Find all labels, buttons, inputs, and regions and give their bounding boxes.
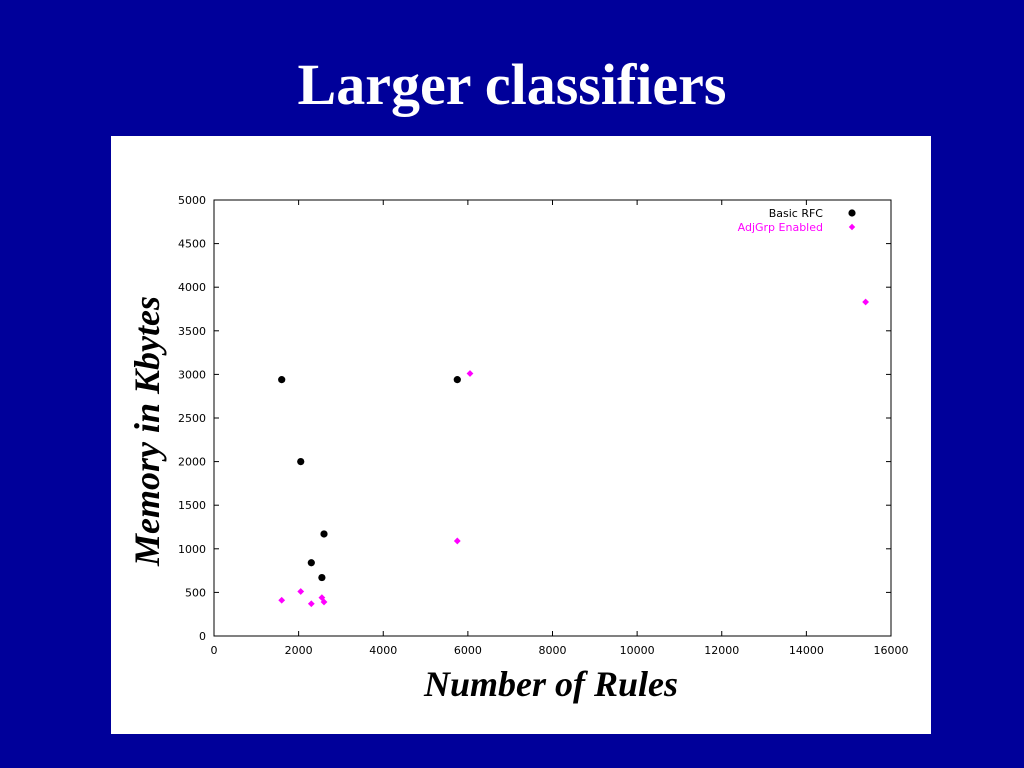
data-point-basic-rfc — [318, 573, 326, 582]
y-tick-label: 1000 — [178, 543, 206, 556]
legend-label: Basic RFC — [769, 207, 824, 220]
data-point-basic-rfc — [453, 376, 461, 384]
chart-panel: 0 2000 4000 6000 8000 10000 12000 14000 16000 0 50… — [111, 136, 931, 734]
x-tick-label: 0 — [211, 644, 218, 657]
legend-marker-basic-rfc — [848, 209, 856, 217]
data-point-adjgrp-enabled — [307, 600, 315, 608]
y-tick-label: 500 — [185, 586, 206, 599]
y-tick-label: 4500 — [178, 238, 206, 251]
y-tick-label: 4000 — [178, 281, 206, 294]
y-tick-label: 3000 — [178, 368, 206, 381]
data-point-adjgrp-enabled — [297, 588, 305, 595]
legend-label: AdjGrp Enabled — [738, 221, 823, 234]
x-tick-label: 16000 — [874, 644, 909, 657]
data-point-basic-rfc — [307, 559, 315, 567]
y-tick-label: 3500 — [178, 325, 206, 338]
data-point-basic-rfc — [320, 530, 328, 538]
y-tick-label: 2000 — [178, 456, 206, 469]
y-axis-title: Memory in Kbytes — [127, 296, 167, 567]
x-tick-label: 4000 — [369, 644, 397, 657]
x-tick-label: 10000 — [620, 644, 655, 657]
y-tick-label: 2500 — [178, 412, 206, 425]
x-tick-label: 2000 — [285, 644, 313, 657]
y-tick-label: 0 — [199, 630, 206, 643]
slide-title: Larger classifiers — [297, 52, 727, 117]
x-axis-title: Number of Rules — [423, 664, 678, 704]
plot-frame — [213, 199, 892, 637]
x-tick-label: 6000 — [454, 644, 482, 657]
data-point-basic-rfc — [297, 458, 305, 466]
data-point-adjgrp-enabled — [453, 537, 461, 545]
data-point-adjgrp-enabled — [278, 596, 286, 604]
data-point-adjgrp-enabled — [862, 298, 870, 306]
x-tick-label: 8000 — [539, 644, 567, 657]
legend-marker-adjgrp-enabled — [848, 223, 856, 231]
data-point-adjgrp-enabled — [466, 370, 474, 377]
y-tick-label: 1500 — [178, 499, 206, 512]
scatter-chart: 0 2000 4000 6000 8000 10000 12000 14000 16000 0 50… — [127, 194, 909, 704]
x-tick-label: 14000 — [789, 644, 824, 657]
x-tick-label: 12000 — [704, 644, 739, 657]
y-tick-label: 5000 — [178, 194, 206, 207]
data-point-basic-rfc — [278, 376, 286, 384]
